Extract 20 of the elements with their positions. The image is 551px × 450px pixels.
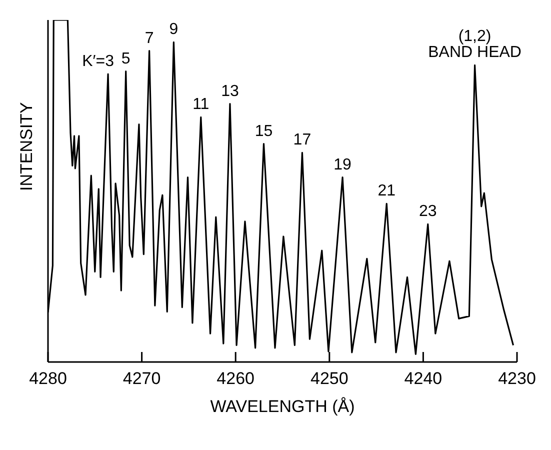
- annotation: 5: [121, 50, 130, 68]
- annotation: K′=3: [82, 53, 114, 70]
- x-tick-label: 4250: [310, 369, 348, 388]
- annotation: 19: [334, 156, 352, 174]
- annotation: 13: [221, 82, 239, 100]
- annotation: 17: [293, 132, 312, 149]
- annotation: 11: [192, 96, 210, 114]
- x-tick-label: 4240: [404, 369, 442, 388]
- x-axis-title: WAVELENGTH (Å): [210, 397, 355, 416]
- annotation: 9: [169, 21, 178, 38]
- y-axis-title: INTENSITY: [17, 102, 36, 191]
- x-tick-label: 4260: [216, 369, 255, 388]
- annotation: 21: [378, 182, 396, 200]
- x-tick-label: 4270: [122, 369, 161, 388]
- annotation: 23: [418, 203, 437, 220]
- annotation: (1,2) BAND HEAD: [428, 28, 522, 62]
- annotation: 15: [254, 122, 273, 140]
- x-tick-label: 4280: [29, 369, 67, 388]
- annotation: 7: [144, 30, 154, 47]
- x-tick-label: 4230: [498, 369, 536, 388]
